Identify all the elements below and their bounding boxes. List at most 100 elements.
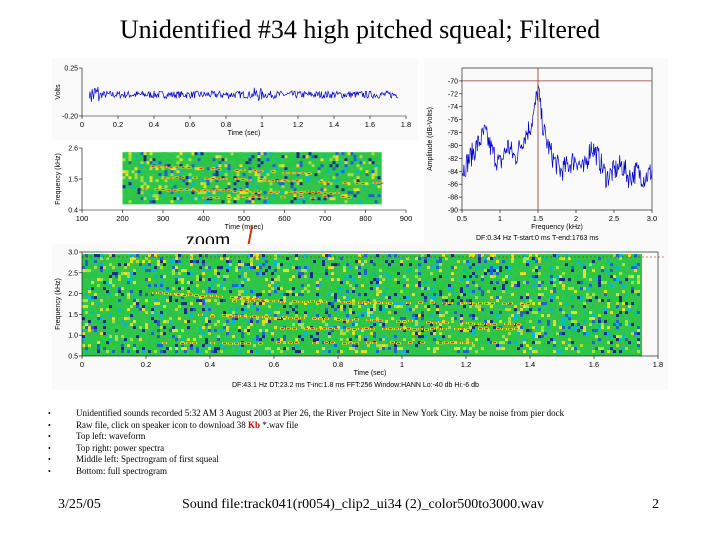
spectrogram-cell [286, 308, 289, 312]
band-core [151, 166, 155, 168]
band-core [337, 318, 340, 320]
spectrogram-cell [307, 341, 310, 345]
spectrogram-cell [356, 176, 360, 180]
band-core [287, 327, 290, 329]
spectrogram-cell [331, 266, 334, 270]
spectrogram-cell [334, 326, 337, 330]
spectrogram-cell [634, 323, 637, 327]
spectrogram-cell [124, 263, 127, 267]
band-core [445, 342, 448, 344]
x-axis-label: Time (sec) [354, 370, 387, 377]
spectrogram-cell [185, 194, 189, 198]
kb-link[interactable]: Kb [247, 419, 260, 430]
spectrogram-cell [583, 287, 586, 291]
spectrogram-cell [212, 197, 216, 201]
spectrogram-cell [313, 296, 316, 300]
spectrogram-cell [526, 320, 529, 324]
band-core [431, 328, 434, 330]
spectrogram-cell [343, 344, 346, 348]
spectrogram-cell [430, 308, 433, 312]
spectrogram-cell [544, 275, 547, 279]
spectrogram-cell [415, 272, 418, 276]
spectrogram-cell [269, 188, 273, 192]
spectrogram-cell [253, 320, 256, 324]
spectrogram-cell [394, 305, 397, 309]
spectrogram-cell [259, 305, 262, 309]
spectrogram-cell [469, 335, 472, 339]
spectrogram-cell [379, 323, 382, 327]
spectrogram-cell [199, 266, 202, 270]
spectrogram-cell [209, 170, 213, 174]
spectrogram-cell [388, 275, 391, 279]
spectrogram-cell [607, 302, 610, 306]
spectrogram-cell [140, 167, 144, 171]
y-tick-label: -88 [448, 195, 458, 202]
spectrogram-cell [457, 302, 460, 306]
y-tick-label: -74 [448, 104, 458, 111]
spectrogram-cell [82, 311, 85, 315]
spectrogram-cell [103, 287, 106, 291]
spectrogram-cell [136, 254, 139, 258]
spectrogram-cell [260, 176, 264, 180]
band-core [175, 166, 179, 168]
band-core [389, 302, 392, 304]
spectrogram-cell [433, 293, 436, 297]
band-core [341, 301, 344, 303]
spectrogram-cell [466, 284, 469, 288]
spectrogram-cell [313, 335, 316, 339]
spectrogram-cell [205, 311, 208, 315]
spectrogram-cell [143, 191, 147, 195]
spectrogram-cell [445, 278, 448, 282]
spectrogram-cell [463, 329, 466, 333]
band-core [373, 342, 376, 344]
spectrogram-cell [544, 290, 547, 294]
spectrogram-cell [313, 278, 316, 282]
spectrogram-cell [224, 173, 228, 177]
spectrogram-cell [229, 260, 232, 264]
spectrogram-cell [538, 290, 541, 294]
spectrogram-cell [439, 275, 442, 279]
spectrogram-cell [307, 302, 310, 306]
spectrogram-cell [517, 269, 520, 273]
spectrogram-cell [571, 311, 574, 315]
spectrogram-cell [529, 311, 532, 315]
x-tick-label: 0.4 [205, 360, 215, 369]
x-tick-label: 1.2 [293, 120, 303, 129]
spectrogram-cell [238, 269, 241, 273]
spectrogram-cell [619, 299, 622, 303]
spectrogram-cell [625, 347, 628, 351]
spectrogram-cell [442, 296, 445, 300]
band-core [491, 302, 494, 304]
x-tick-label: 0 [80, 360, 84, 369]
spectrogram-cell [155, 164, 159, 168]
spectrogram-cell [232, 308, 235, 312]
spectrogram-cell [100, 299, 103, 303]
spectrogram-cell [613, 323, 616, 327]
spectrogram-cell [295, 314, 298, 318]
spectrogram-cell [175, 329, 178, 333]
spectrogram-cell [613, 350, 616, 354]
spectrogram-cell [550, 338, 553, 342]
spectrogram-cell [185, 164, 189, 168]
spectrogram-cell [178, 317, 181, 321]
band-core [433, 322, 436, 324]
spectrogram-cell [277, 338, 280, 342]
spectrogram-cell [355, 308, 358, 312]
spectrogram-cell [337, 287, 340, 291]
spectrogram-cell [308, 191, 312, 195]
spectrogram-cell [206, 167, 210, 171]
spectrogram-cell [541, 266, 544, 270]
spectrogram-cell [331, 287, 334, 291]
spectrogram-cell [205, 296, 208, 300]
spectrogram-cell [185, 155, 189, 159]
spectrogram-cell [326, 173, 330, 177]
spectrogram-cell [350, 173, 354, 177]
spectrogram-cell [256, 350, 259, 354]
spectrogram-cell [409, 326, 412, 330]
spectrogram-cell [334, 344, 337, 348]
spectrogram-cell [181, 278, 184, 282]
spectrogram-cell [176, 155, 180, 159]
spectrogram-cell [592, 260, 595, 264]
spectrogram-cell [142, 329, 145, 333]
spectrogram-cell [415, 275, 418, 279]
